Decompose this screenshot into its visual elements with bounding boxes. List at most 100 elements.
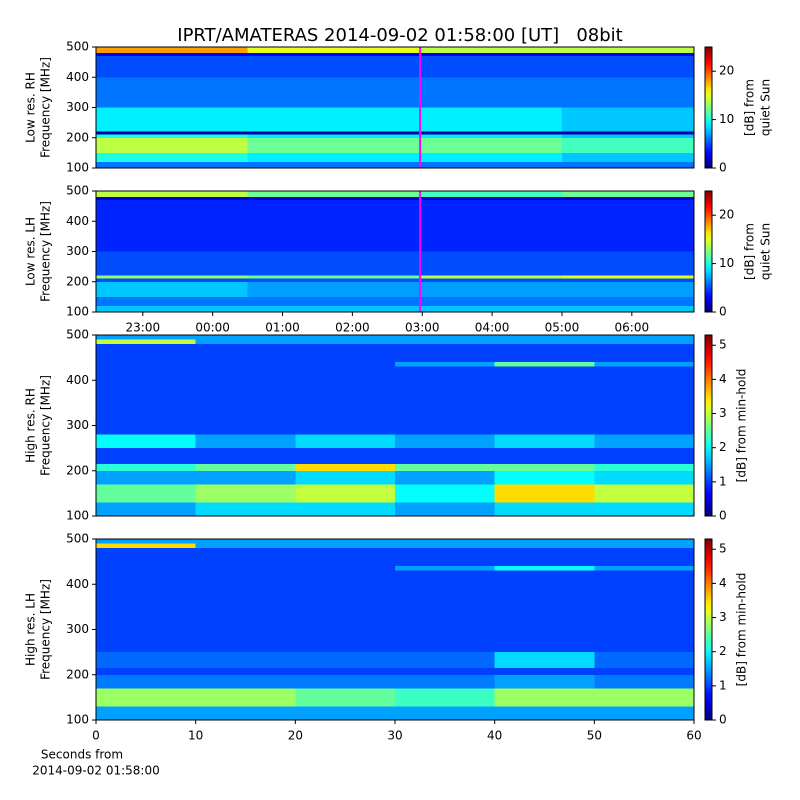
heatmap-cell xyxy=(195,470,296,485)
colorbar xyxy=(704,46,713,169)
x-tick-label: 20 xyxy=(288,729,303,743)
heatmap-cell xyxy=(594,706,694,720)
x-tick-label: 40 xyxy=(487,729,502,743)
heatmap-cell xyxy=(295,502,395,516)
heatmap-cell xyxy=(594,362,694,367)
colorbar-tick-label: 2 xyxy=(719,440,727,454)
colorbar-tick-label: 10 xyxy=(719,112,734,126)
heatmap-cell xyxy=(420,200,562,222)
heatmap-cell xyxy=(494,470,595,485)
x-tick-label: 0 xyxy=(92,729,100,743)
heatmap-cell xyxy=(420,251,562,276)
heatmap-cell xyxy=(96,152,248,162)
heatmap-cell xyxy=(247,56,421,78)
colorbar-label: [dB] from min-hold xyxy=(735,573,749,687)
heatmap-cell xyxy=(561,47,694,54)
heatmap-cell xyxy=(295,706,395,720)
heatmap-cell xyxy=(247,107,421,132)
heatmap-cell xyxy=(420,134,562,138)
y-axis-label: Frequency [MHz] xyxy=(39,579,53,680)
colorbar-tick-label: 3 xyxy=(719,406,727,420)
colorbar-tick-label: 4 xyxy=(719,576,727,590)
heatmap-cell xyxy=(295,674,395,689)
heatmap-cell xyxy=(295,638,395,653)
y-axis-label: Low res. RH xyxy=(24,72,38,143)
heatmap-cell xyxy=(295,570,395,639)
heatmap-cell xyxy=(395,362,495,367)
heatmap-cell xyxy=(494,543,595,549)
heatmap-cell xyxy=(96,548,196,567)
heatmap-cell xyxy=(96,448,196,464)
colorbar-tick-label: 2 xyxy=(719,644,727,658)
heatmap-cell xyxy=(96,56,248,78)
heatmap-cell xyxy=(594,652,694,668)
heatmap-cell xyxy=(96,200,248,222)
heatmap-cell xyxy=(420,221,562,252)
heatmap-cell xyxy=(420,152,562,162)
y-tick-label: 200 xyxy=(66,463,89,477)
heatmap-cell xyxy=(247,152,421,162)
heatmap-cell xyxy=(494,638,595,653)
y-tick-label: 500 xyxy=(66,40,89,54)
heatmap-cell xyxy=(247,275,421,279)
heatmap-cell xyxy=(96,688,196,707)
heatmap-cell xyxy=(96,221,248,252)
heatmap-cell xyxy=(295,366,395,435)
heatmap-cell xyxy=(594,339,694,345)
heatmap-cell xyxy=(561,77,694,108)
heatmap-cell xyxy=(96,543,196,549)
heatmap-cell xyxy=(395,366,495,435)
heatmap-cell xyxy=(594,638,694,653)
heatmap-cell xyxy=(96,674,196,689)
heatmap-cell xyxy=(195,463,296,471)
heatmap-cell xyxy=(195,502,296,516)
heatmap-cell xyxy=(96,339,196,345)
y-tick-label: 400 xyxy=(66,214,89,228)
x-tick-label: 30 xyxy=(387,729,402,743)
y-tick-label: 500 xyxy=(66,184,89,198)
heatmap-cell xyxy=(494,566,595,571)
heatmap-cell xyxy=(96,570,196,639)
heatmap-cell xyxy=(561,53,694,57)
x-axis-label: 2014-09-02 01:58:00 xyxy=(32,764,159,778)
heatmap-cell xyxy=(594,470,694,485)
heatmap-cell xyxy=(561,281,694,297)
x-axis-label: Seconds from xyxy=(41,748,123,762)
heatmap-cell xyxy=(395,448,495,464)
heatmap-cell xyxy=(395,543,495,549)
heatmap-cell xyxy=(195,434,296,449)
heatmap-cell xyxy=(195,539,296,544)
heatmap-cell xyxy=(561,275,694,279)
heatmap-cell xyxy=(395,434,495,449)
heatmap-cell xyxy=(96,47,248,54)
heatmap-cell xyxy=(247,131,421,135)
heatmap-cell xyxy=(247,305,421,312)
heatmap-cell xyxy=(494,344,595,363)
heatmap-cell xyxy=(295,335,395,340)
colorbar xyxy=(704,538,713,721)
y-tick-label: 300 xyxy=(66,622,89,636)
heatmap-cell xyxy=(247,191,421,198)
colorbar-tick-label: 0 xyxy=(719,509,727,523)
heatmap-cell xyxy=(295,688,395,707)
heatmap-cell xyxy=(247,47,421,54)
heatmap-cell xyxy=(96,77,248,108)
heatmap-cell xyxy=(594,548,694,567)
y-tick-label: 500 xyxy=(66,328,89,342)
heatmap-cell xyxy=(594,566,694,571)
y-tick-label: 200 xyxy=(66,130,89,144)
heatmap-cell xyxy=(395,539,495,544)
heatmap-cell xyxy=(195,638,296,653)
heatmap-cell xyxy=(295,543,395,549)
heatmap-cell xyxy=(96,638,196,653)
heatmap-cell xyxy=(96,281,248,297)
heatmap-cell xyxy=(195,570,296,639)
heatmap-cell xyxy=(247,137,421,153)
heatmap-cell xyxy=(96,107,248,132)
heatmap-cell xyxy=(195,652,296,668)
heatmap-cell xyxy=(295,566,395,571)
heatmap-cell xyxy=(420,56,562,78)
heatmap-cell xyxy=(247,53,421,57)
heatmap-cell xyxy=(594,570,694,639)
heatmap-cell xyxy=(247,200,421,222)
